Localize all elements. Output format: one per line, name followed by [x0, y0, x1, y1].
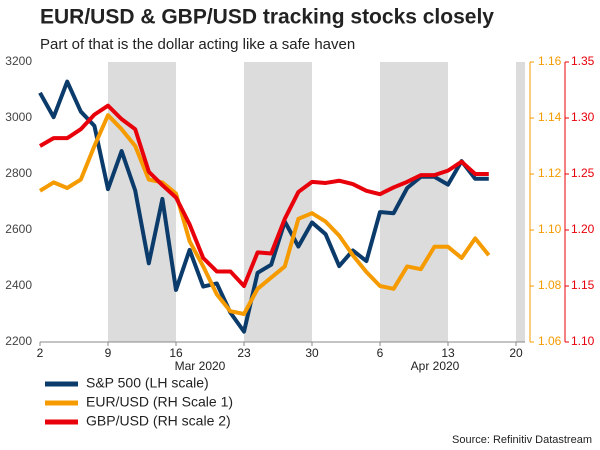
x-tick-label: 9 — [105, 346, 112, 360]
x-tick-label: 30 — [305, 346, 319, 360]
legend-label: GBP/USD (RH scale 2) — [86, 413, 231, 429]
x-tick-label: 20 — [509, 346, 523, 360]
legend-label: S&P 500 (LH scale) — [86, 375, 209, 391]
y3-tick-label: 1.10 — [571, 334, 595, 348]
y3-tick-label: 1.15 — [571, 278, 595, 292]
source: Source: Refinitiv Datastream — [452, 434, 592, 446]
x-tick-label: 13 — [441, 346, 455, 360]
x-tick-label: 23 — [237, 346, 251, 360]
month-label: Apr 2020 — [411, 359, 460, 373]
series-line — [39, 103, 489, 288]
chart-title: EUR/USD & GBP/USD tracking stocks closel… — [40, 6, 494, 29]
month-label: Mar 2020 — [175, 359, 226, 373]
x-tick-label: 2 — [37, 346, 44, 360]
shade-band — [108, 62, 176, 342]
legend-label: EUR/USD (RH Scale 1) — [86, 394, 233, 410]
y-tick-label: 2400 — [5, 278, 32, 292]
chart-subtitle: Part of that is the dollar acting like a… — [40, 36, 355, 53]
shade-band — [244, 62, 312, 342]
y-tick-label: 3200 — [5, 54, 32, 68]
y2-tick-label: 1.08 — [538, 278, 562, 292]
y3-tick-label: 1.35 — [571, 54, 595, 68]
shade-band — [516, 62, 525, 342]
series-line — [38, 113, 491, 316]
y-tick-label: 3000 — [5, 110, 32, 124]
y2-tick-label: 1.10 — [538, 222, 562, 236]
shade-band — [380, 62, 448, 342]
y2-tick-label: 1.14 — [538, 110, 562, 124]
y2-tick-label: 1.06 — [538, 334, 562, 348]
y-tick-label: 2200 — [5, 334, 32, 348]
y2-tick-label: 1.12 — [538, 166, 562, 180]
x-tick-label: 16 — [169, 346, 183, 360]
y-tick-label: 2800 — [5, 166, 32, 180]
y3-tick-label: 1.30 — [571, 110, 595, 124]
y-tick-label: 2600 — [5, 222, 32, 236]
series-line — [38, 79, 489, 334]
y2-tick-label: 1.16 — [538, 54, 562, 68]
y3-tick-label: 1.20 — [571, 222, 595, 236]
y3-tick-label: 1.25 — [571, 166, 595, 180]
x-tick-label: 6 — [377, 346, 384, 360]
